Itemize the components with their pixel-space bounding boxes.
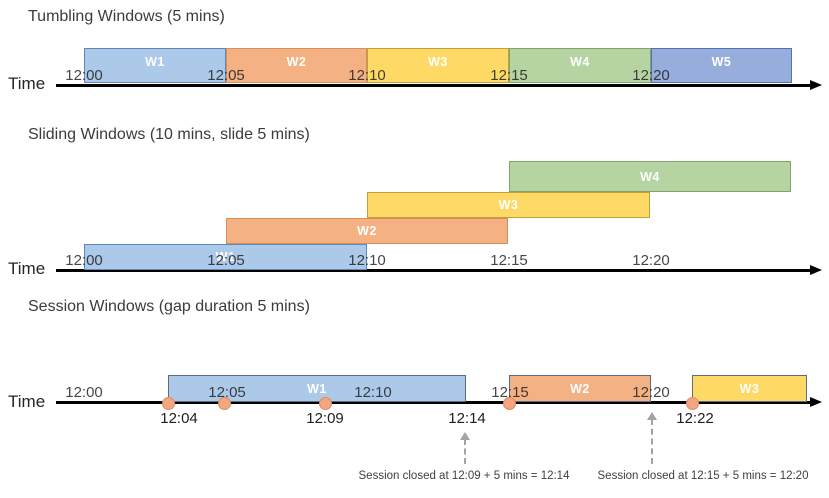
time-axis-line-session [56, 401, 811, 404]
section-title-sliding: Sliding Windows (10 mins, slide 5 mins) [28, 126, 310, 143]
tick-label: 12:20 [632, 252, 670, 269]
tick-label: 12:05 [207, 252, 245, 269]
session-window-box: W2 [509, 375, 651, 402]
window-label: W2 [570, 381, 590, 396]
event-dot-icon [161, 396, 175, 410]
event-dot-icon [217, 396, 231, 410]
tick-label: 12:15 [490, 252, 528, 269]
time-axis-arrowhead-icon-sliding [810, 265, 822, 275]
tick-label: 12:00 [65, 67, 103, 84]
sliding-window-box: W3 [367, 192, 650, 218]
window-label: W1 [307, 381, 327, 396]
callout-dashed-line [464, 439, 466, 464]
window-label: W3 [498, 198, 519, 212]
session-window-box: W1 [168, 375, 466, 402]
tick-label: 12:00 [65, 252, 103, 269]
session-window-box: W3 [692, 375, 807, 402]
event-dot-icon [318, 396, 332, 410]
time-axis-label-session: Time [8, 392, 46, 411]
tick-label: 12:10 [354, 384, 392, 401]
tumbling-window-box: W1 [84, 48, 226, 83]
tick-label: 12:20 [632, 67, 670, 84]
window-label: W4 [570, 55, 590, 69]
event-time-label: 12:14 [448, 410, 486, 427]
sliding-window-box: W2 [226, 218, 508, 244]
tick-label: 12:10 [348, 252, 386, 269]
section-title-tumbling: Tumbling Windows (5 mins) [28, 8, 225, 25]
time-axis-arrowhead-icon-tumbling [810, 80, 822, 90]
section-title-session: Session Windows (gap duration 5 mins) [28, 298, 310, 315]
tick-label: 12:00 [65, 384, 103, 401]
tick-label: 12:20 [632, 384, 670, 401]
tick-label: 12:10 [348, 67, 386, 84]
tumbling-window-box: W5 [651, 48, 792, 83]
event-dot-icon [685, 396, 699, 410]
sliding-window-box: W4 [509, 161, 791, 192]
session-callout-text: Session closed at 12:09 + 5 mins = 12:14 [358, 470, 570, 482]
event-time-label: 12:04 [160, 410, 198, 427]
event-time-label: 12:09 [306, 410, 344, 427]
tick-label: 12:15 [490, 67, 528, 84]
window-label: W4 [640, 169, 660, 184]
tumbling-window-box: W2 [226, 48, 367, 83]
time-axis-line-sliding [56, 269, 811, 272]
tick-label: 12:15 [491, 384, 529, 401]
time-axis-line-tumbling [56, 84, 811, 87]
window-label: W1 [215, 250, 236, 264]
window-label: W5 [711, 55, 732, 69]
time-axis-label-tumbling: Time [8, 74, 46, 93]
event-dot-icon [502, 396, 516, 410]
callout-arrowhead-icon [647, 412, 657, 420]
tumbling-window-box: W4 [509, 48, 651, 83]
window-label: W3 [428, 55, 448, 69]
tick-label: 12:05 [208, 384, 246, 401]
window-label: W2 [286, 55, 307, 69]
session-callout-text: Session closed at 12:15 + 5 mins = 12:20 [597, 470, 809, 482]
tumbling-window-box: W3 [367, 48, 509, 83]
time-axis-arrowhead-icon-session [810, 397, 822, 407]
event-time-label: 12:22 [676, 410, 714, 427]
sliding-window-box: W1 [84, 244, 367, 270]
callout-arrowhead-icon [460, 432, 470, 440]
window-label: W1 [145, 55, 165, 69]
window-label: W3 [739, 381, 760, 396]
window-label: W2 [357, 224, 377, 238]
callout-dashed-line [651, 419, 653, 464]
tick-label: 12:05 [207, 67, 245, 84]
time-axis-label-sliding: Time [8, 259, 46, 278]
